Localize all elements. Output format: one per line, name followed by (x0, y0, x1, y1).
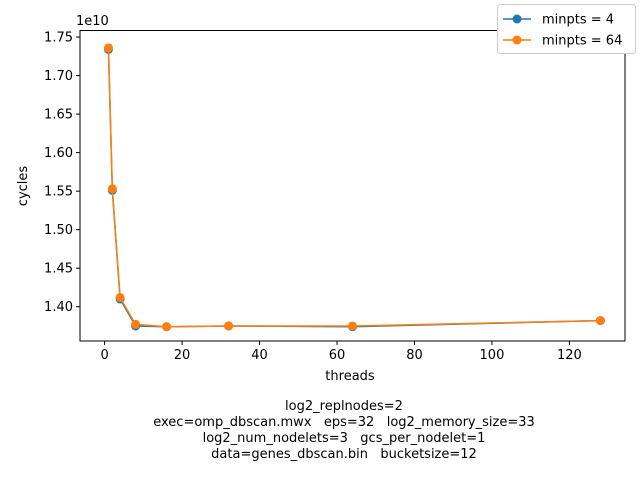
data-point-series-2 (224, 321, 234, 331)
data-point-series-2 (348, 321, 357, 331)
y-offset-label: 1e10 (76, 14, 109, 29)
y-tick-label: 1.40 (44, 300, 73, 315)
legend-marker-2 (512, 35, 522, 45)
y-tick-label: 1.55 (44, 185, 73, 200)
run-parameters-caption: log2_replnodes=2 exec=omp_dbscan.mwx eps… (0, 399, 640, 463)
data-point-series-2 (595, 316, 605, 326)
legend-box (497, 4, 636, 54)
legend-label-2: minpts = 64 (542, 34, 622, 49)
x-tick-label: 80 (406, 348, 423, 363)
x-axis-label: threads (325, 369, 375, 384)
y-axis-label: cycles (16, 166, 31, 207)
y-tick-label: 1.70 (44, 69, 73, 84)
chart: 0 20 40 60 80 100 120 1.40 1.45 1.50 1.55 1.60 1.65… (16, 4, 636, 384)
data-point-series-2 (115, 292, 125, 302)
series-line-1 (107, 49, 601, 328)
caption-line: log2_num_nodelets=3 gcs_per_nodelet=1 (202, 431, 486, 446)
x-axis-ticks: 0 20 40 60 80 100 120 (100, 341, 582, 363)
x-tick-label: 40 (251, 348, 268, 363)
series-line-2 (107, 47, 601, 328)
legend: minpts = 4 minpts = 64 (497, 4, 636, 54)
data-point-series-2 (103, 43, 113, 53)
x-tick-label: 100 (480, 348, 505, 363)
caption-line: log2_replnodes=2 (285, 399, 403, 414)
series-layer (103, 43, 605, 332)
y-tick-label: 1.75 (44, 31, 73, 46)
legend-marker-1 (512, 14, 522, 24)
legend-label-1: minpts = 4 (542, 13, 614, 28)
plot-frame (79, 30, 626, 342)
y-tick-label: 1.65 (44, 108, 73, 123)
x-tick-label: 0 (100, 348, 108, 363)
data-point-series-2 (162, 322, 172, 332)
x-tick-label: 120 (557, 348, 582, 363)
caption-line: exec=omp_dbscan.mwx eps=32 log2_memory_s… (153, 415, 535, 430)
data-point-series-2 (107, 184, 117, 194)
y-tick-label: 1.60 (44, 146, 73, 161)
y-tick-label: 1.50 (44, 223, 73, 238)
y-axis-ticks: 1.40 1.45 1.50 1.55 1.60 1.65 1.70 1.75 (44, 31, 80, 315)
caption-line: data=genes_dbscan.bin bucketsize=12 (211, 447, 477, 462)
y-tick-label: 1.45 (44, 262, 73, 277)
x-tick-label: 20 (174, 348, 191, 363)
data-point-series-2 (131, 319, 141, 329)
x-tick-label: 60 (329, 348, 346, 363)
